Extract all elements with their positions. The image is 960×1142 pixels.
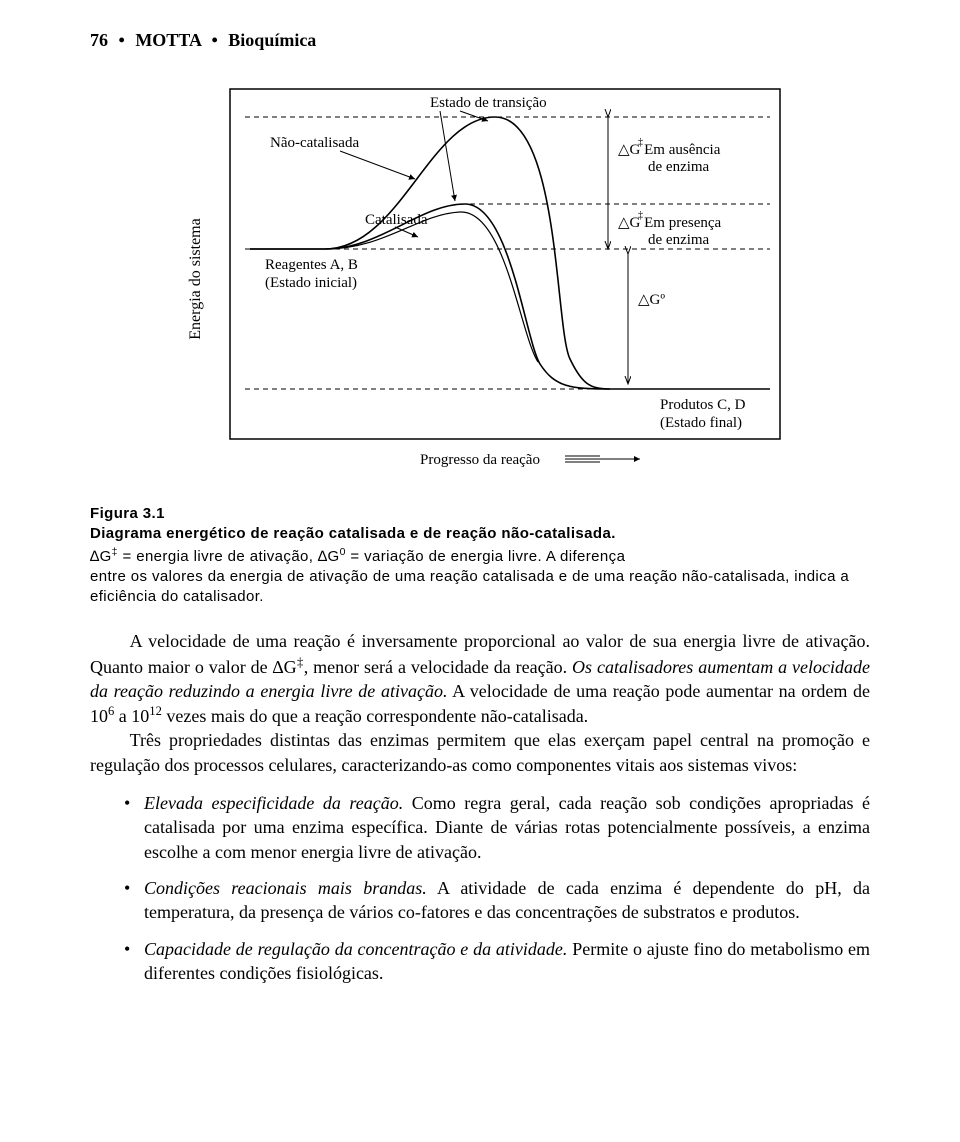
page-header: 76 • MOTTA • Bioquímica xyxy=(90,30,870,51)
list-item: Condições reacionais mais brandas. A ati… xyxy=(124,876,870,925)
list-item: Elevada especificidade da reação. Como r… xyxy=(124,791,870,864)
page-number: 76 xyxy=(90,30,108,50)
energy-diagram-svg: Energia do sistema Estado de transição N… xyxy=(170,79,790,479)
label-catalisada: Catalisada xyxy=(365,212,428,228)
label-ausencia-l1: △G Em ausência xyxy=(618,142,721,158)
label-presenca-l2: de enzima xyxy=(648,232,710,248)
list-item-emph: Elevada especificidade da reação. xyxy=(144,793,403,813)
label-produtos-l2: (Estado final) xyxy=(660,415,742,431)
label-transition: Estado de transição xyxy=(430,95,547,111)
label-ausencia-l2: de enzima xyxy=(648,159,710,175)
label-produtos-l1: Produtos C, D xyxy=(660,397,746,413)
label-nao-catalisada: Não-catalisada xyxy=(270,135,359,151)
paragraph-1: A velocidade de uma reação é inversament… xyxy=(90,629,870,728)
header-bullet: • xyxy=(119,30,125,50)
label-ausencia-sup: ‡ xyxy=(638,137,643,148)
header-subject: Bioquímica xyxy=(228,30,316,50)
label-reagentes-l1: Reagentes A, B xyxy=(265,257,358,273)
label-presenca-sup: ‡ xyxy=(638,210,643,221)
figure-title: Diagrama energético de reação catalisada… xyxy=(90,524,870,544)
figure-caption: Figura 3.1 Diagrama energético de reação… xyxy=(90,504,870,607)
figure-caption-line2: ∆G‡ = energia livre de ativação, ∆G0 = v… xyxy=(90,545,870,567)
energy-diagram: Energia do sistema Estado de transição N… xyxy=(170,79,790,484)
figure-caption-line3: entre os valores da energia de ativação … xyxy=(90,567,870,608)
arrow-nao-catalisada xyxy=(340,151,415,179)
list-item: Capacidade de regulação da concentração … xyxy=(124,937,870,986)
paragraph-2: Três propriedades distintas das enzimas … xyxy=(90,728,870,777)
list-item-emph: Condições reacionais mais brandas. xyxy=(144,878,427,898)
y-axis-label: Energia do sistema xyxy=(187,218,204,339)
x-axis-label: Progresso da reação xyxy=(420,452,540,468)
list-item-emph: Capacidade de regulação da concentração … xyxy=(144,939,567,959)
header-author: MOTTA xyxy=(135,30,201,50)
header-bullet: • xyxy=(211,30,217,50)
body-text: A velocidade de uma reação é inversament… xyxy=(90,629,870,985)
curve-catalyzed xyxy=(250,204,610,389)
figure-label: Figura 3.1 xyxy=(90,504,870,524)
label-reagentes-l2: (Estado inicial) xyxy=(265,275,357,291)
label-presenca-l1: △G Em presença xyxy=(618,215,722,231)
arrow-to-peak1 xyxy=(460,111,488,121)
properties-list: Elevada especificidade da reação. Como r… xyxy=(90,791,870,985)
label-dgo: △Gº xyxy=(638,292,665,308)
arrow-to-peak2 xyxy=(440,111,455,201)
